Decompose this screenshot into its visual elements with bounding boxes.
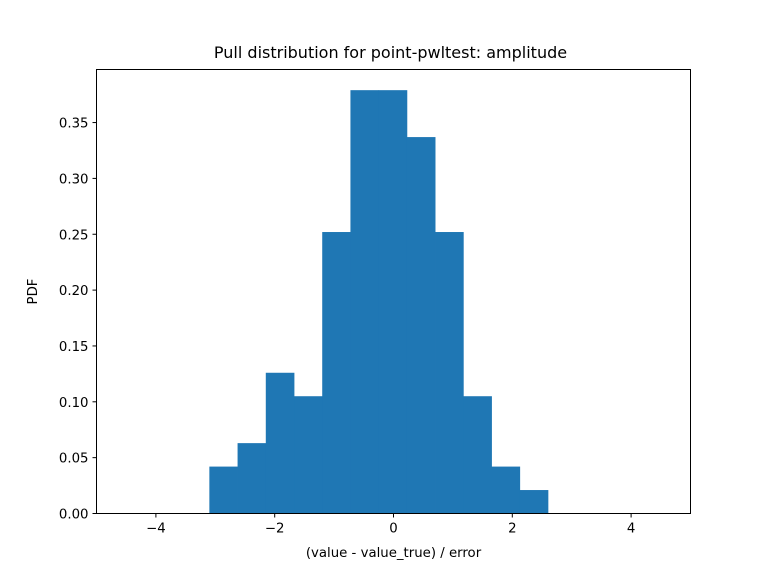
x-axis-ticks: −4 −2 0 2 4	[146, 513, 635, 537]
y-tick-label: 0.00	[59, 508, 89, 523]
y-tick-label: 0.30	[59, 172, 89, 187]
x-tick-label: −4	[146, 522, 166, 537]
y-tick-label: 0.10	[59, 396, 89, 411]
chart-title: Pull distribution for point-pwltest: amp…	[214, 43, 567, 62]
histogram-bar	[435, 232, 464, 514]
histogram-bar	[378, 90, 408, 514]
histogram-bar	[406, 137, 436, 514]
histogram-bar	[237, 443, 267, 514]
histogram-bar	[519, 490, 549, 514]
histogram-bar	[350, 90, 380, 514]
histogram-bars	[209, 90, 549, 514]
x-tick-label: −2	[265, 522, 285, 537]
y-axis-label: PDF	[26, 279, 41, 305]
histogram-bar	[491, 466, 521, 514]
y-tick-label: 0.35	[59, 117, 89, 132]
histogram-bar	[209, 466, 238, 514]
histogram-bar	[322, 232, 351, 514]
y-axis-ticks: 0.00 0.05 0.10 0.15 0.20 0.25 0.30 0.35	[59, 117, 97, 523]
y-tick-label: 0.05	[59, 452, 89, 467]
x-tick-label: 2	[508, 522, 516, 537]
y-tick-label: 0.25	[59, 228, 89, 243]
y-tick-label: 0.15	[59, 340, 89, 355]
histogram-bar	[265, 372, 295, 514]
histogram-bar	[463, 396, 492, 514]
x-tick-label: 0	[389, 522, 397, 537]
x-axis-label: (value - value_true) / error	[306, 546, 482, 561]
histogram-bar	[294, 396, 323, 514]
x-tick-label: 4	[627, 522, 635, 537]
plot-frame	[96, 69, 691, 514]
y-tick-label: 0.20	[59, 284, 89, 299]
